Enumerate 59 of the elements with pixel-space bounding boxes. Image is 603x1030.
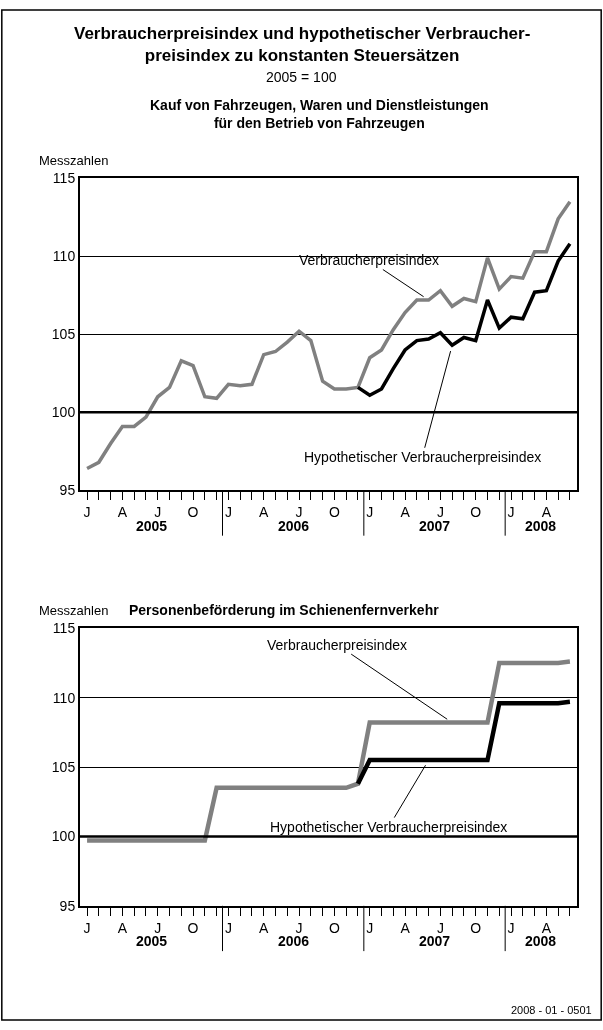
text: 2006 <box>278 933 310 949</box>
chart-title: Verbraucherpreisindex und hypothetischer Verbraucher- preisindex zu konstanten Steuersätzen <box>74 24 531 66</box>
x-tick-label: J <box>507 504 515 521</box>
x-tick-label: A <box>259 919 270 936</box>
x-tick-label: A <box>400 504 411 521</box>
x-tick-label: A <box>259 504 270 521</box>
x-tick-label: J <box>224 504 232 521</box>
y-tick-label: 110 <box>52 689 76 706</box>
text: 2008 - 01 - 0501 <box>511 1004 592 1016</box>
x-tick-label: J <box>436 919 444 936</box>
text: Kauf von Fahrzeugen, Waren und Dienstleistungen für den Betrieb von Fahrzeugen <box>150 97 489 132</box>
x-tick-label: J <box>366 504 374 521</box>
text: 2007 <box>419 518 451 534</box>
x-tick-label: A <box>117 919 128 936</box>
text: 2005 <box>136 933 168 949</box>
y-tick-label: 115 <box>52 620 76 637</box>
y-tick-label: 115 <box>52 170 76 187</box>
line-series <box>85 199 572 471</box>
x-tick-label: J <box>154 919 162 936</box>
x-tick-label: J <box>154 504 162 521</box>
y-tick-label: 105 <box>51 758 76 775</box>
x-tick-label: A <box>541 919 552 936</box>
y-tick-label: 110 <box>52 248 76 265</box>
text: 2006 <box>278 518 310 534</box>
x-tick-label: J <box>436 504 444 521</box>
text: 2005 <box>136 518 168 534</box>
x-tick-label: J <box>83 504 91 521</box>
x-tick-label: O <box>470 504 482 521</box>
x-tick-label: J <box>366 919 374 936</box>
x-tick-label: O <box>328 919 340 936</box>
text: Verbraucherpreisindex <box>267 637 408 653</box>
x-tick-label: J <box>224 919 232 936</box>
text: Hypothetischer Verbraucherpreisindex <box>270 819 508 835</box>
chart-subtitle: 2005 = 100 <box>266 69 337 85</box>
line-series <box>84 659 573 843</box>
chart-title: Personenbeförderung im Schienenfernverkehr <box>129 602 440 618</box>
y-tick-label: 95 <box>59 897 76 914</box>
x-tick-label: O <box>187 504 199 521</box>
y-tick-label: 105 <box>51 326 76 343</box>
x-tick-label: O <box>328 504 340 521</box>
x-tick-label: O <box>187 919 199 936</box>
y-axis-title: Messzahlen <box>39 603 109 618</box>
x-tick-label: J <box>83 919 91 936</box>
x-tick-label: J <box>295 919 303 936</box>
y-tick-label: 95 <box>59 482 76 499</box>
y-axis-title: Messzahlen <box>39 153 109 168</box>
text: 2008 <box>525 933 557 949</box>
text: 2008 <box>525 518 557 534</box>
x-tick-label: A <box>541 504 552 521</box>
x-tick-label: O <box>470 919 482 936</box>
text: 2007 <box>419 933 451 949</box>
y-tick-label: 100 <box>51 404 76 421</box>
x-tick-label: A <box>117 504 128 521</box>
text: Hypothetischer Verbraucherpreisindex <box>304 449 542 465</box>
x-tick-label: A <box>400 919 411 936</box>
series-label: Verbraucherpreisindex <box>299 252 440 268</box>
x-tick-label: J <box>507 919 515 936</box>
x-tick-label: J <box>295 504 303 521</box>
y-tick-label: 100 <box>51 828 76 845</box>
